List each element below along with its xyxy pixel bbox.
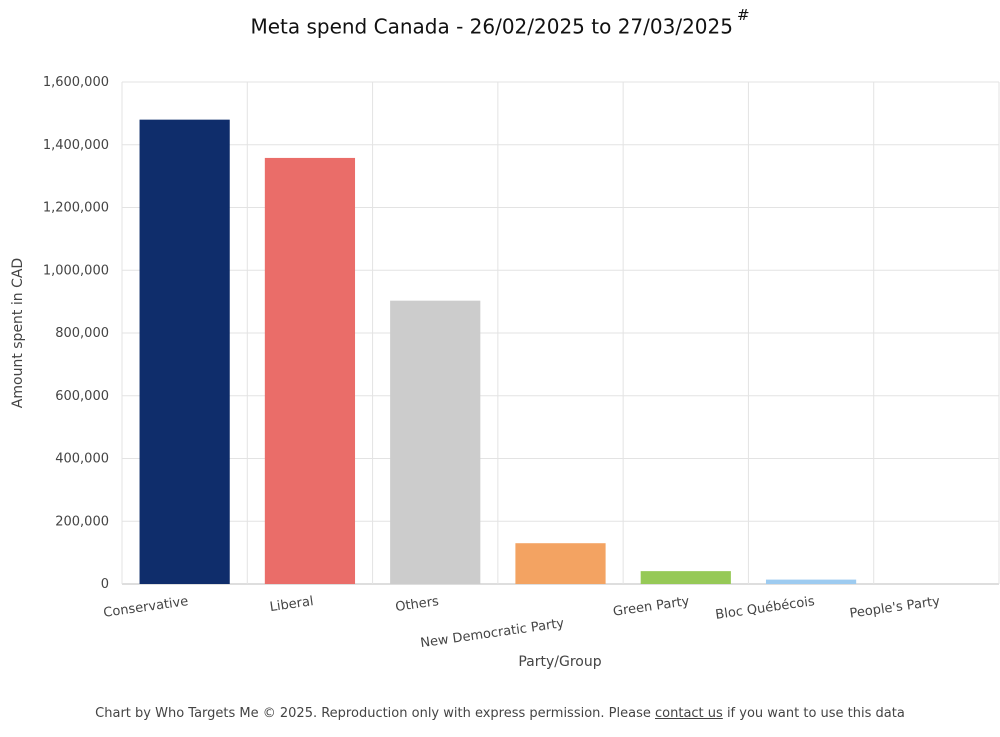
y-tick-label: 1,000,000 [43,263,109,278]
x-tick-label: People's Party [849,594,942,622]
chart-grid [121,81,1000,585]
y-tick-label: 1,600,000 [43,75,109,90]
y-tick-label: 400,000 [55,452,109,467]
y-tick-label: 0 [101,577,109,592]
contact-us-link[interactable]: contact us [655,706,723,721]
title-footnote-mark: # [736,6,750,24]
x-axis-title: Party/Group [518,654,601,670]
x-tick-label: Others [394,594,440,615]
y-axis-title: Amount spent in CAD [10,258,26,408]
x-tick-label: Green Party [612,594,691,620]
chart-title-text: Meta spend Canada - 26/02/2025 to 27/03/… [250,14,733,39]
bar-new-democratic-party[interactable] [515,543,606,584]
x-tick-label: Bloc Québécois [715,594,816,623]
y-tick-label: 800,000 [55,326,109,341]
bar-liberal[interactable] [264,157,356,585]
bar-green-party[interactable] [640,571,731,584]
y-tick-label: 600,000 [55,389,109,404]
x-tick-label: Conservative [102,594,189,621]
bar-conservative[interactable] [139,119,230,585]
chart-bars [139,119,857,585]
chart-footer: Chart by Who Targets Me © 2025. Reproduc… [0,706,1000,721]
y-tick-label: 1,200,000 [43,201,109,216]
x-tick-label: Liberal [269,594,315,615]
x-tick-label: New Democratic Party [419,616,565,651]
bar-others[interactable] [390,300,481,584]
chart-title: Meta spend Canada - 26/02/2025 to 27/03/… [0,6,1000,39]
y-axis-ticks: 0 200,000 400,000 600,000 800,000 1,000,000 1,… [43,75,109,592]
footer-text-after: if you want to use this data [726,706,905,721]
y-tick-label: 1,400,000 [43,138,109,153]
y-tick-label: 200,000 [55,514,109,529]
bar-bloc-qu-b-cois[interactable] [765,579,857,584]
footer-text-before: Chart by Who Targets Me © 2025. Reproduc… [95,706,651,721]
